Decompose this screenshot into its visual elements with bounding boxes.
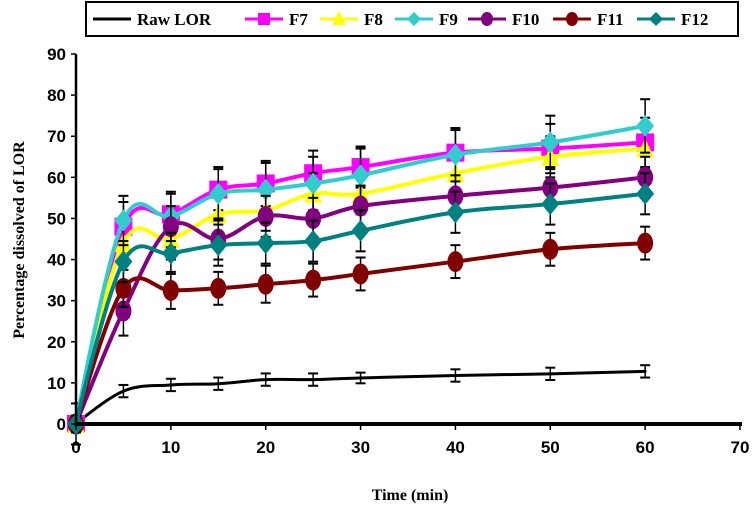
legend-label: F10 — [512, 10, 539, 29]
legend-item-f7: F7 — [245, 10, 308, 29]
data-point — [542, 238, 559, 260]
x-tick-label: 0 — [71, 438, 80, 457]
x-tick-label: 10 — [161, 438, 180, 457]
data-point — [541, 131, 560, 154]
series-f12 — [67, 172, 655, 435]
data-point — [636, 114, 655, 137]
legend-item-raw-lor: Raw LOR — [93, 10, 212, 29]
data-point — [446, 201, 465, 224]
legend-item-f8: F8 — [320, 10, 383, 29]
x-tick-label: 70 — [731, 438, 750, 457]
data-point — [351, 219, 370, 242]
y-tick-label: 0 — [57, 415, 66, 434]
data-point — [305, 207, 322, 229]
x-tick-label: 40 — [446, 438, 465, 457]
series-raw-lor — [71, 364, 651, 446]
legend-item-f12: F12 — [637, 10, 708, 29]
data-point — [304, 172, 323, 195]
legend-label: F8 — [364, 10, 383, 29]
data-point — [115, 300, 132, 322]
legend: Raw LOR F7 F8 F9 F10 F11 F12 — [85, 1, 739, 37]
data-point — [257, 273, 274, 295]
legend-marker — [407, 12, 421, 26]
legend-marker — [649, 12, 663, 26]
data-point — [305, 269, 322, 291]
y-axis-title: Percentage dissolved of LOR — [11, 141, 28, 339]
data-point — [352, 195, 369, 217]
data-point — [636, 182, 655, 205]
y-tick-label: 90 — [47, 45, 66, 64]
y-tick-label: 70 — [47, 127, 66, 146]
y-tick-label: 60 — [47, 168, 66, 187]
x-tick-label: 30 — [351, 438, 370, 457]
y-tick-label: 50 — [47, 209, 66, 228]
data-point — [210, 277, 227, 299]
x-axis-title: Time (min) — [372, 487, 449, 504]
series-f10 — [68, 155, 654, 435]
data-point — [209, 234, 228, 257]
data-point — [114, 250, 133, 273]
data-point — [352, 263, 369, 285]
y-tick-label: 80 — [47, 86, 66, 105]
legend-marker — [481, 12, 493, 26]
data-point — [446, 143, 465, 166]
y-tick-label: 20 — [47, 333, 66, 352]
legend-item-f10: F10 — [468, 10, 539, 29]
data-point — [541, 193, 560, 216]
series-f11 — [68, 225, 654, 435]
legend-label: Raw LOR — [137, 10, 212, 29]
x-tick-label: 60 — [636, 438, 655, 457]
data-point — [114, 209, 133, 232]
legend-item-f11: F11 — [553, 10, 623, 29]
data-point — [256, 232, 275, 255]
legend-marker — [258, 13, 270, 25]
series-line — [74, 369, 647, 426]
legend-label: F7 — [289, 10, 308, 29]
legend-marker — [566, 12, 578, 26]
legend-item-f9: F9 — [395, 10, 458, 29]
legend-label: F11 — [597, 10, 623, 29]
series-line — [74, 175, 648, 426]
axes: 0 10 20 30 40 50 60 70 0 10 20 30 40 50 60 70 80 90 — [47, 45, 749, 457]
x-tick-label: 50 — [541, 438, 560, 457]
data-point — [304, 230, 323, 253]
data-point — [162, 279, 179, 301]
plot-area — [67, 98, 655, 446]
data-point — [637, 232, 654, 254]
legend-marker — [332, 11, 346, 25]
x-tick-label: 20 — [256, 438, 275, 457]
data-point — [209, 182, 228, 205]
data-point — [351, 164, 370, 187]
data-point — [161, 242, 180, 265]
y-tick-label: 10 — [47, 374, 66, 393]
y-tick-label: 30 — [47, 292, 66, 311]
y-tick-label: 40 — [47, 251, 66, 270]
data-point — [447, 251, 464, 273]
legend-label: F9 — [439, 10, 458, 29]
legend-label: F12 — [681, 10, 708, 29]
